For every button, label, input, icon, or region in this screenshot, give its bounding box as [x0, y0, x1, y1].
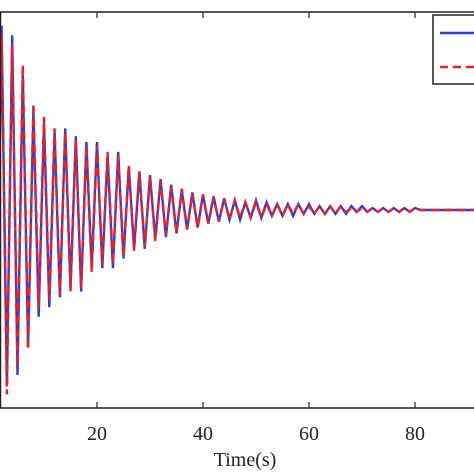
legend-box: [432, 14, 474, 85]
x-tick-label: 60: [299, 423, 319, 445]
legend: [432, 14, 474, 85]
series-line: [0, 35, 474, 395]
x-tick-label: 80: [405, 423, 425, 445]
plot-area: [0, 25, 474, 395]
x-tick-label: 20: [87, 423, 107, 445]
x-axis-label: Time(s): [214, 449, 277, 471]
x-tick-label: 40: [193, 423, 213, 445]
series-line: [0, 25, 474, 385]
